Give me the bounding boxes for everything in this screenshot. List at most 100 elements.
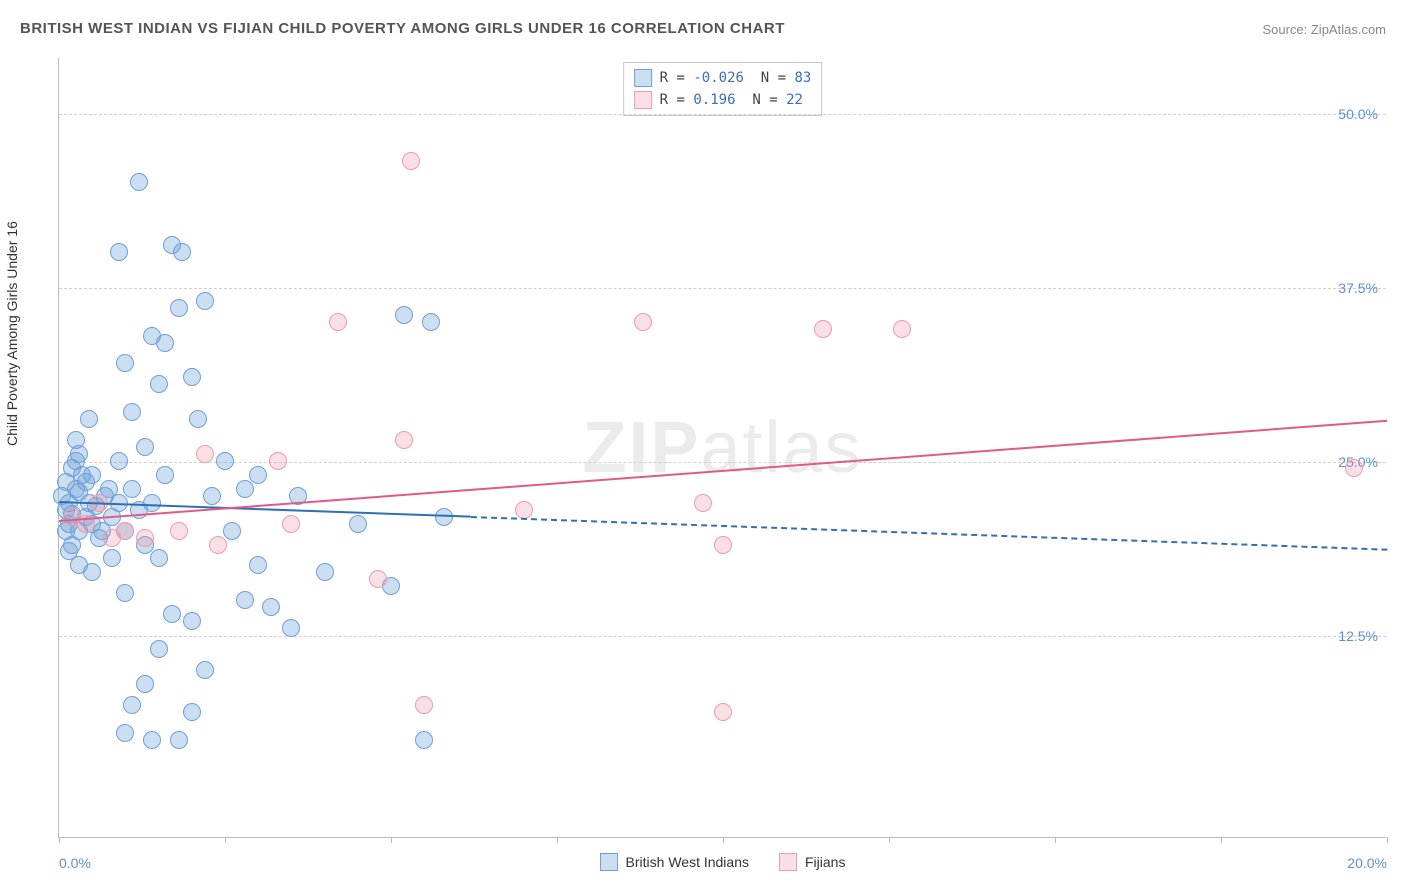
scatter-point: [150, 640, 168, 658]
scatter-point: [223, 522, 241, 540]
scatter-point: [269, 452, 287, 470]
scatter-point: [395, 306, 413, 324]
scatter-point: [136, 675, 154, 693]
scatter-point: [249, 556, 267, 574]
scatter-point: [316, 563, 334, 581]
scatter-point: [369, 570, 387, 588]
scatter-point: [395, 431, 413, 449]
scatter-point: [196, 445, 214, 463]
scatter-point: [130, 173, 148, 191]
legend-label: Fijians: [805, 854, 845, 870]
scatter-point: [83, 466, 101, 484]
grid-line: [59, 462, 1386, 463]
scatter-point: [634, 313, 652, 331]
source-label: Source: ZipAtlas.com: [1262, 22, 1386, 37]
scatter-point: [402, 152, 420, 170]
legend-series: British West Indians Fijians: [600, 853, 846, 871]
scatter-point: [143, 731, 161, 749]
trend-line: [471, 516, 1387, 551]
legend-swatch: [634, 91, 652, 109]
plot-area: ZIPatlas R = -0.026 N = 83R = 0.196 N = …: [58, 58, 1386, 838]
scatter-point: [136, 438, 154, 456]
scatter-point: [136, 529, 154, 547]
scatter-point: [116, 354, 134, 372]
legend-label: British West Indians: [626, 854, 749, 870]
scatter-point: [209, 536, 227, 554]
scatter-point: [714, 703, 732, 721]
x-tick: [723, 837, 724, 843]
scatter-point: [123, 403, 141, 421]
scatter-point: [714, 536, 732, 554]
x-tick: [225, 837, 226, 843]
scatter-point: [156, 334, 174, 352]
scatter-point: [189, 410, 207, 428]
scatter-point: [893, 320, 911, 338]
y-tick-label: 37.5%: [1338, 280, 1378, 296]
x-tick-label: 20.0%: [1347, 855, 1387, 871]
scatter-point: [282, 515, 300, 533]
scatter-point: [170, 522, 188, 540]
grid-line: [59, 288, 1386, 289]
scatter-point: [262, 598, 280, 616]
scatter-point: [694, 494, 712, 512]
scatter-point: [170, 299, 188, 317]
scatter-point: [116, 584, 134, 602]
grid-line: [59, 114, 1386, 115]
scatter-point: [156, 466, 174, 484]
scatter-point: [163, 605, 181, 623]
scatter-point: [183, 368, 201, 386]
legend-swatch: [779, 853, 797, 871]
scatter-point: [196, 661, 214, 679]
scatter-point: [110, 452, 128, 470]
watermark-b: atlas: [700, 408, 862, 488]
legend-stats: R = -0.026 N = 83 R = 0.196 N = 22: [623, 62, 823, 116]
x-tick: [1221, 837, 1222, 843]
x-tick-label: 0.0%: [59, 855, 91, 871]
legend-item: Fijians: [779, 853, 845, 871]
scatter-point: [143, 494, 161, 512]
scatter-point: [415, 696, 433, 714]
x-tick: [889, 837, 890, 843]
scatter-point: [116, 522, 134, 540]
scatter-point: [329, 313, 347, 331]
legend-stat-row: R = -0.026 N = 83: [634, 67, 812, 89]
scatter-point: [196, 292, 214, 310]
legend-swatch: [600, 853, 618, 871]
y-axis-label: Child Poverty Among Girls Under 16: [4, 221, 20, 446]
x-tick: [1387, 837, 1388, 843]
legend-r: R = 0.196 N = 22: [660, 92, 803, 108]
y-tick-label: 50.0%: [1338, 106, 1378, 122]
legend-stat-row: R = 0.196 N = 22: [634, 89, 812, 111]
scatter-point: [515, 501, 533, 519]
scatter-point: [83, 563, 101, 581]
scatter-point: [173, 243, 191, 261]
scatter-point: [236, 591, 254, 609]
scatter-point: [150, 375, 168, 393]
y-tick-label: 12.5%: [1338, 628, 1378, 644]
scatter-point: [282, 619, 300, 637]
scatter-point: [123, 480, 141, 498]
x-tick: [59, 837, 60, 843]
scatter-point: [814, 320, 832, 338]
scatter-point: [123, 696, 141, 714]
x-tick: [557, 837, 558, 843]
legend-swatch: [634, 69, 652, 87]
scatter-point: [80, 410, 98, 428]
correlation-chart: BRITISH WEST INDIAN VS FIJIAN CHILD POVE…: [10, 10, 1396, 882]
x-tick: [1055, 837, 1056, 843]
scatter-point: [67, 431, 85, 449]
scatter-point: [150, 549, 168, 567]
scatter-point: [116, 724, 134, 742]
scatter-point: [349, 515, 367, 533]
scatter-point: [216, 452, 234, 470]
legend-r: R = -0.026 N = 83: [660, 70, 812, 86]
x-tick: [391, 837, 392, 843]
scatter-point: [422, 313, 440, 331]
chart-title: BRITISH WEST INDIAN VS FIJIAN CHILD POVE…: [20, 20, 785, 37]
scatter-point: [183, 703, 201, 721]
scatter-point: [1345, 459, 1363, 477]
scatter-point: [103, 549, 121, 567]
scatter-point: [415, 731, 433, 749]
grid-line: [59, 636, 1386, 637]
scatter-point: [249, 466, 267, 484]
